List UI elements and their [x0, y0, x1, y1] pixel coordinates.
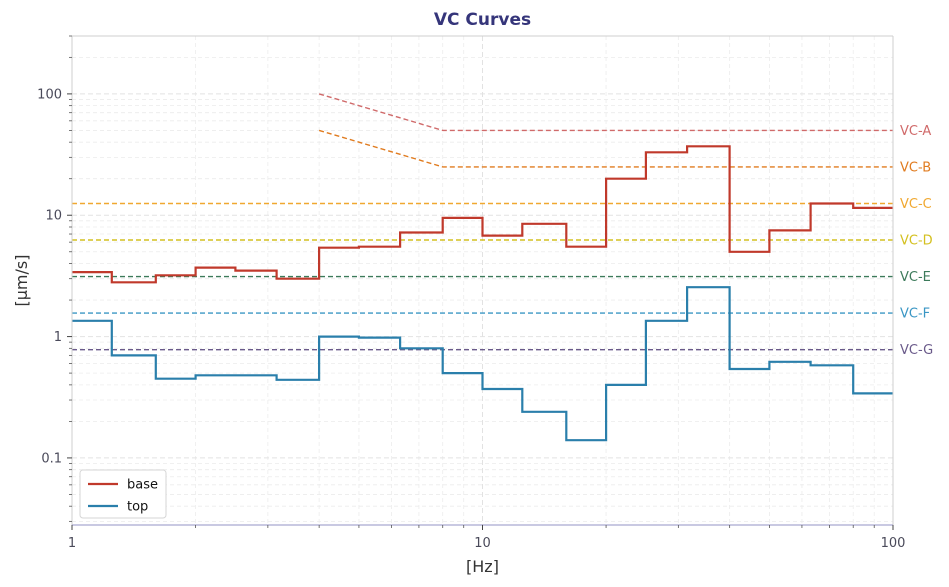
- axes: [67, 35, 894, 530]
- series-line-base: [72, 145, 893, 284]
- x-tick-label: 100: [881, 536, 906, 551]
- x-tick-label: 1: [68, 536, 76, 551]
- criterion-label-vc-c: VC-C: [900, 197, 932, 212]
- criterion-label-vc-a: VC-A: [900, 124, 931, 139]
- criterion-label-vc-f: VC-F: [900, 307, 930, 322]
- grid: [71, 35, 894, 525]
- x-tick-label: 10: [474, 536, 491, 551]
- criterion-label-vc-b: VC-B: [900, 160, 931, 175]
- y-tick-label: 10: [45, 209, 62, 224]
- series-line-top: [72, 286, 893, 442]
- criterion-label-vc-e: VC-E: [900, 270, 931, 285]
- data-series: [72, 145, 893, 442]
- y-tick-label: 1: [54, 330, 62, 345]
- criterion-line-vc-b: [318, 129, 893, 168]
- x-axis-label: [Hz]: [466, 557, 499, 576]
- criterion-line-vc-a: [318, 93, 893, 132]
- y-tick-label: 100: [37, 87, 62, 102]
- legend-label-base[interactable]: base: [127, 478, 158, 493]
- legend[interactable]: base top: [79, 469, 167, 519]
- criterion-label-vc-g: VC-G: [900, 343, 933, 358]
- labels: VC-A VC-B VC-C VC-D VC-E VC-F VC-G 1 10 100 0.1 1 10…: [12, 10, 933, 576]
- criterion-label-vc-d: VC-D: [900, 234, 933, 249]
- chart-title: VC Curves: [434, 10, 531, 30]
- y-axis-label: [µm/s]: [12, 255, 31, 307]
- legend-label-top[interactable]: top: [127, 500, 148, 515]
- y-tick-label: 0.1: [41, 451, 62, 466]
- criteria-lines: [72, 93, 893, 351]
